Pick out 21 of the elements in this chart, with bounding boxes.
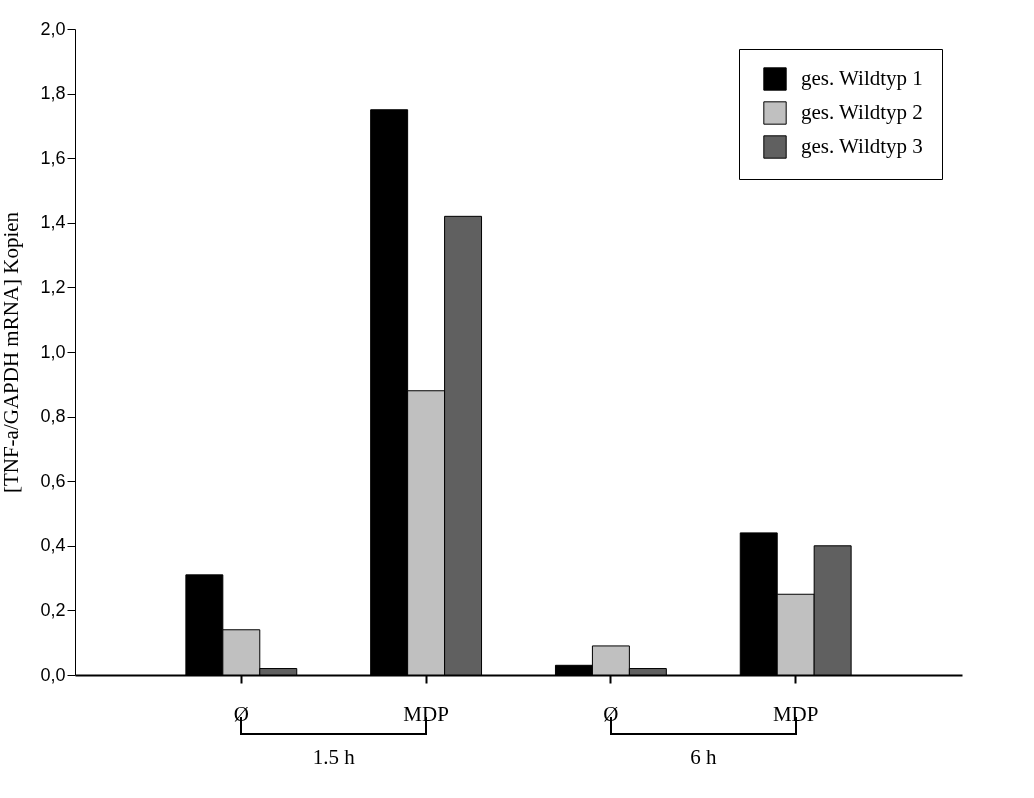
y-tick-label: 0,2 (40, 599, 66, 620)
x-tick-label: Ø (233, 701, 249, 726)
y-tick-label: 1,8 (40, 83, 66, 104)
y-tick-label: 0,4 (40, 535, 66, 556)
y-tick-label: 2,0 (40, 18, 66, 39)
legend-label: ges. Wildtyp 2 (801, 100, 923, 124)
x-tick-label: Ø (603, 701, 619, 726)
y-axis-title: [TNF-a/GAPDH mRNA] Kopien (0, 211, 24, 494)
text: 6 h (690, 745, 717, 770)
y-tick-label: 1,4 (40, 212, 66, 233)
y-tick-label: 1,2 (40, 276, 66, 297)
x-tick-label: MDP (403, 701, 449, 726)
legend-label: ges. Wildtyp 1 (801, 66, 923, 90)
y-tick-label: 0,0 (40, 664, 66, 685)
y-tick-label: 1,6 (40, 147, 66, 168)
x-tick-label: MDP (772, 701, 819, 726)
y-tick-label: 1,0 (40, 341, 66, 362)
legend-label: ges. Wildtyp 3 (801, 134, 923, 158)
y-tick-label: 0,8 (40, 406, 66, 427)
text: 1.5 h (312, 745, 355, 770)
y-tick-label: 0,6 (40, 470, 66, 491)
